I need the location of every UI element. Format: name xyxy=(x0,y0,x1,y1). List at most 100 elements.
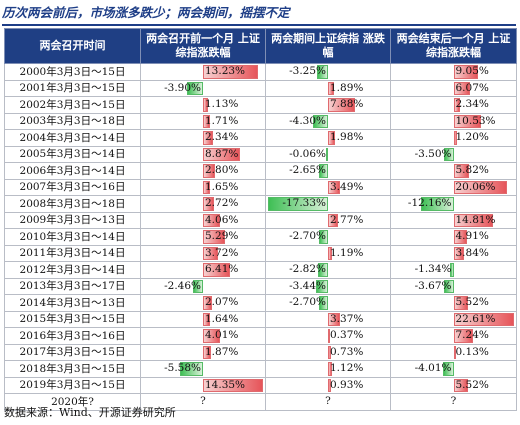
period-cell: 2012年3月3日～14日 xyxy=(4,261,141,279)
positive-bar xyxy=(203,197,215,211)
table-row: 2006年3月3日～14日 2.80% -2.65% 5.82% xyxy=(4,162,517,180)
during-value: 0.73% xyxy=(330,345,364,358)
during-value: 1.89% xyxy=(330,81,364,94)
negative-bar xyxy=(268,197,328,211)
negative-bar xyxy=(316,65,328,79)
during-cell: -17.33% xyxy=(265,195,391,213)
positive-bar xyxy=(453,131,457,145)
after-value: -4.01% xyxy=(414,362,452,374)
positive-bar xyxy=(203,345,211,359)
table-row: 2011年3月3日～14日 3.72% 1.19% 3.84% xyxy=(4,244,517,262)
positive-bar xyxy=(453,378,469,392)
during-cell: -2.82% xyxy=(265,261,391,279)
positive-bar xyxy=(203,114,211,128)
negative-bar xyxy=(318,296,328,310)
during-cell: -4.30% xyxy=(265,112,391,130)
negative-bar xyxy=(179,362,203,376)
positive-bar xyxy=(203,263,230,277)
negative-bar xyxy=(192,279,203,293)
period-cell: 2014年3月3日～13日 xyxy=(4,294,141,312)
during-value: -3.25% xyxy=(289,65,326,77)
positive-bar xyxy=(328,362,332,376)
period-cell: 2009年3月3日～13日 xyxy=(4,211,141,229)
before-value: 13.23% xyxy=(205,65,246,77)
positive-bar xyxy=(453,114,482,128)
after-value: 0.13% xyxy=(455,345,489,358)
table-row: 2020年???? xyxy=(4,393,517,411)
negative-bar xyxy=(449,263,454,277)
period-cell: 2007年3月3日～16日 xyxy=(4,178,141,196)
before-cell: 2.34% xyxy=(140,129,266,147)
before-value: ? xyxy=(200,395,206,407)
before-value: 4.06% xyxy=(205,213,239,226)
title-underline xyxy=(2,24,516,26)
positive-bar xyxy=(453,164,469,178)
after-cell: 5.82% xyxy=(390,162,517,180)
positive-bar xyxy=(453,345,456,359)
header-before: 两会召开前一个月 上证综指涨跌幅 xyxy=(140,28,266,64)
during-value: -17.33% xyxy=(282,197,326,209)
before-value: -5.58% xyxy=(164,362,201,374)
during-value: -2.82% xyxy=(289,263,326,275)
header-period: 两会召开时间 xyxy=(4,28,141,64)
negative-bar xyxy=(318,164,328,178)
header-after: 两会结束后一个月 上证综指涨跌幅 xyxy=(390,28,517,64)
table-row: 2019年3月3日～15日 14.35% 0.93% 5.52% xyxy=(4,376,517,394)
data-source-note: 数据来源：Wind、开源证券研究所 xyxy=(4,406,176,419)
table-row: 2001年3月3日～15日 -3.90% 1.89% 6.07% xyxy=(4,79,517,97)
after-value: 5.82% xyxy=(455,164,489,176)
after-value: 6.07% xyxy=(455,81,489,94)
positive-bar xyxy=(203,296,212,310)
positive-bar xyxy=(453,98,460,112)
positive-bar xyxy=(328,312,340,326)
after-value: 4.91% xyxy=(455,230,489,242)
table-row: 2010年3月3日～14日 5.29% -2.70% 4.91% xyxy=(4,228,517,246)
before-value: 1.65% xyxy=(205,180,239,193)
before-value: 2.34% xyxy=(205,131,239,143)
before-cell: 1.64% xyxy=(140,310,266,328)
table-row: 2015年3月3日～15日 1.64% 3.37% 22.61% xyxy=(4,310,517,328)
positive-bar xyxy=(328,378,332,392)
positive-bar xyxy=(328,131,335,145)
period-cell: 2003年3月3日～18日 xyxy=(4,112,141,130)
period-cell: 2018年3月3日～15日 xyxy=(4,360,141,378)
positive-bar xyxy=(453,213,493,227)
before-cell: -2.46% xyxy=(140,277,266,295)
before-value: 1.87% xyxy=(205,345,239,358)
after-value: 7.24% xyxy=(455,329,489,341)
table-row: 2003年3月3日～18日 1.71% -4.30% 10.53% xyxy=(4,112,517,130)
positive-bar xyxy=(453,296,469,310)
after-value: 22.61% xyxy=(455,312,496,325)
positive-bar xyxy=(453,81,470,95)
positive-bar xyxy=(203,98,208,112)
before-cell: 14.35% xyxy=(140,376,266,394)
table-row: 2013年3月3日～17日 -2.46% -3.44% -3.67% xyxy=(4,277,517,295)
during-cell: -2.65% xyxy=(265,162,391,180)
negative-bar xyxy=(313,114,328,128)
during-value: ? xyxy=(325,395,331,407)
period-cell: 2006年3月3日～14日 xyxy=(4,162,141,180)
during-cell: -2.70% xyxy=(265,228,391,246)
positive-bar xyxy=(453,246,464,260)
during-cell: 1.19% xyxy=(265,244,391,262)
before-value: 8.87% xyxy=(205,147,239,160)
positive-bar xyxy=(328,246,333,260)
after-cell: 5.52% xyxy=(390,376,517,394)
during-value: -2.70% xyxy=(289,230,326,242)
during-value: 1.12% xyxy=(330,362,364,374)
after-cell: 6.07% xyxy=(390,79,517,97)
during-value: 0.37% xyxy=(330,329,364,341)
during-value: -0.06% xyxy=(289,147,326,160)
during-value: -3.44% xyxy=(289,279,326,292)
before-cell: 4.06% xyxy=(140,211,266,229)
negative-bar xyxy=(318,230,328,244)
after-cell: 10.53% xyxy=(390,112,517,130)
positive-bar xyxy=(203,213,220,227)
after-value: 14.81% xyxy=(455,213,496,226)
positive-bar xyxy=(453,329,473,343)
negative-bar xyxy=(443,279,454,293)
before-value: 2.80% xyxy=(205,164,239,176)
before-value: 6.41% xyxy=(205,263,239,275)
positive-bar xyxy=(203,378,263,392)
during-value: -2.70% xyxy=(289,296,326,308)
